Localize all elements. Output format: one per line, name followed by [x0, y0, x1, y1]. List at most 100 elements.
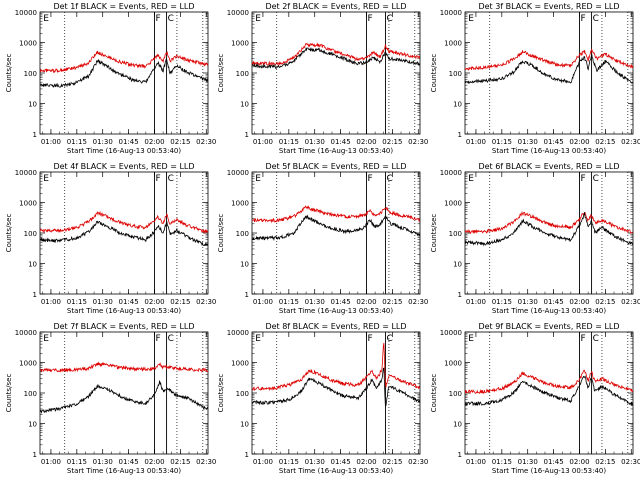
series-line-events — [465, 54, 633, 85]
x-tick-label: 01:45 — [331, 298, 351, 306]
detector-panel-3: Det 3f BLACK = Events, RED = LLD 1 10 100 10… — [430, 2, 640, 155]
series-layer — [40, 50, 208, 88]
y-tick-label: 1000 — [444, 200, 462, 208]
y-tick-label: 10000 — [15, 169, 37, 177]
y-tick-label: 1 — [458, 131, 462, 139]
x-tick-label: 01:15 — [492, 298, 512, 306]
y-tick-label: 1000 — [231, 360, 249, 368]
x-axis-label: Start Time (16-Aug-13 00:53:40) — [492, 307, 606, 315]
series-line-events — [40, 220, 208, 247]
interval-marker-f: F — [155, 334, 160, 344]
panel-title: Det 6f BLACK = Events, RED = LLD — [478, 162, 619, 171]
interval-marker-e: E — [468, 14, 474, 24]
x-tick-label: 02:00 — [569, 298, 589, 306]
y-tick-label: 1000 — [19, 200, 37, 208]
interval-marker-e: E — [43, 14, 49, 24]
y-tick-label: 100 — [24, 390, 37, 398]
x-tick-label: 01:30 — [518, 298, 538, 306]
x-tick-label: 01:30 — [93, 138, 113, 146]
y-axis-label: Counts/sec — [430, 54, 438, 93]
series-line-lld — [465, 369, 633, 395]
panel-title: Det 5f BLACK = Events, RED = LLD — [265, 162, 406, 171]
y-tick-label: 10000 — [227, 329, 249, 337]
y-tick-label: 10 — [28, 421, 37, 429]
x-tick-label: 02:15 — [595, 138, 615, 146]
panel-title: Det 9f BLACK = Events, RED = LLD — [478, 322, 619, 331]
y-tick-label: 10 — [240, 421, 249, 429]
x-tick-label: 02:30 — [196, 298, 216, 306]
x-tick-label: 01:30 — [518, 458, 538, 466]
detector-panel-7: Det 7f BLACK = Events, RED = LLD 1 10 100 10… — [5, 322, 216, 475]
x-tick-label: 01:30 — [305, 458, 325, 466]
detector-panel-1: Det 1f BLACK = Events, RED = LLD 1 10 100 10… — [5, 2, 216, 155]
x-axis-label: Start Time (16-Aug-13 00:53:40) — [67, 467, 181, 475]
y-tick-label: 1 — [458, 291, 462, 299]
y-tick-label: 1000 — [231, 200, 249, 208]
x-tick-label: 01:45 — [331, 458, 351, 466]
panel-title: Det 1f BLACK = Events, RED = LLD — [53, 2, 194, 11]
panel-title: Det 2f BLACK = Events, RED = LLD — [265, 2, 406, 11]
interval-marker-e: E — [43, 334, 49, 344]
interval-marker-c: C — [593, 334, 599, 344]
x-tick-label: 02:15 — [170, 458, 190, 466]
y-tick-label: 100 — [236, 230, 249, 238]
interval-marker-e: E — [255, 174, 261, 184]
x-tick-label: 01:15 — [279, 138, 299, 146]
x-tick-label: 02:15 — [595, 458, 615, 466]
y-axis-label: Counts/sec — [217, 54, 225, 93]
detector-panel-9: Det 9f BLACK = Events, RED = LLD 1 10 100 10… — [430, 322, 640, 475]
x-tick-label: 02:00 — [144, 298, 164, 306]
series-line-events — [465, 212, 633, 247]
x-tick-label: 02:00 — [356, 298, 376, 306]
x-tick-label: 01:00 — [466, 138, 486, 146]
series-line-lld — [465, 48, 633, 71]
x-tick-label: 01:00 — [466, 298, 486, 306]
y-tick-label: 10000 — [440, 9, 462, 17]
y-tick-label: 10 — [453, 261, 462, 269]
series-line-events — [40, 57, 208, 88]
x-tick-label: 01:15 — [67, 458, 87, 466]
panel-title: Det 7f BLACK = Events, RED = LLD — [53, 322, 194, 331]
plot-frame — [39, 331, 209, 455]
series-layer — [465, 211, 633, 247]
y-tick-label: 100 — [449, 390, 462, 398]
series-line-events — [252, 46, 420, 69]
interval-marker-f: F — [367, 174, 372, 184]
interval-marker-c: C — [168, 334, 174, 344]
series-layer — [40, 210, 208, 247]
series-layer — [252, 42, 420, 69]
x-axis-label: Start Time (16-Aug-13 00:53:40) — [67, 147, 181, 155]
series-line-lld — [40, 361, 208, 374]
y-tick-label: 10000 — [15, 9, 37, 17]
x-tick-label: 02:00 — [144, 458, 164, 466]
x-tick-label: 02:15 — [595, 298, 615, 306]
interval-marker-f: F — [367, 14, 372, 24]
series-line-lld — [252, 42, 420, 67]
y-tick-label: 1000 — [19, 360, 37, 368]
interval-marker-f: F — [155, 174, 160, 184]
series-line-events — [252, 214, 420, 242]
x-tick-label: 01:30 — [93, 458, 113, 466]
interval-marker-f: F — [155, 14, 160, 24]
y-tick-label: 100 — [449, 230, 462, 238]
x-tick-label: 02:30 — [408, 298, 428, 306]
detector-panel-2: Det 2f BLACK = Events, RED = LLD 1 10 100 10… — [217, 2, 428, 155]
y-tick-label: 10 — [453, 421, 462, 429]
x-tick-label: 01:00 — [253, 298, 273, 306]
x-tick-label: 02:00 — [569, 458, 589, 466]
series-line-lld — [40, 50, 208, 74]
series-line-lld — [465, 211, 633, 235]
y-tick-label: 1 — [33, 451, 37, 459]
interval-marker-c: C — [168, 174, 174, 184]
x-tick-label: 02:30 — [621, 138, 640, 146]
plot-frame — [464, 331, 634, 455]
interval-marker-c: C — [593, 14, 599, 24]
y-tick-label: 1000 — [444, 40, 462, 48]
panel-title: Det 3f BLACK = Events, RED = LLD — [478, 2, 619, 11]
y-tick-label: 1 — [458, 451, 462, 459]
detector-panel-5: Det 5f BLACK = Events, RED = LLD 1 10 100 10… — [217, 162, 428, 315]
y-tick-label: 10000 — [440, 329, 462, 337]
series-layer — [252, 205, 420, 242]
x-axis-label: Start Time (16-Aug-13 00:53:40) — [67, 307, 181, 315]
x-tick-label: 01:15 — [279, 458, 299, 466]
